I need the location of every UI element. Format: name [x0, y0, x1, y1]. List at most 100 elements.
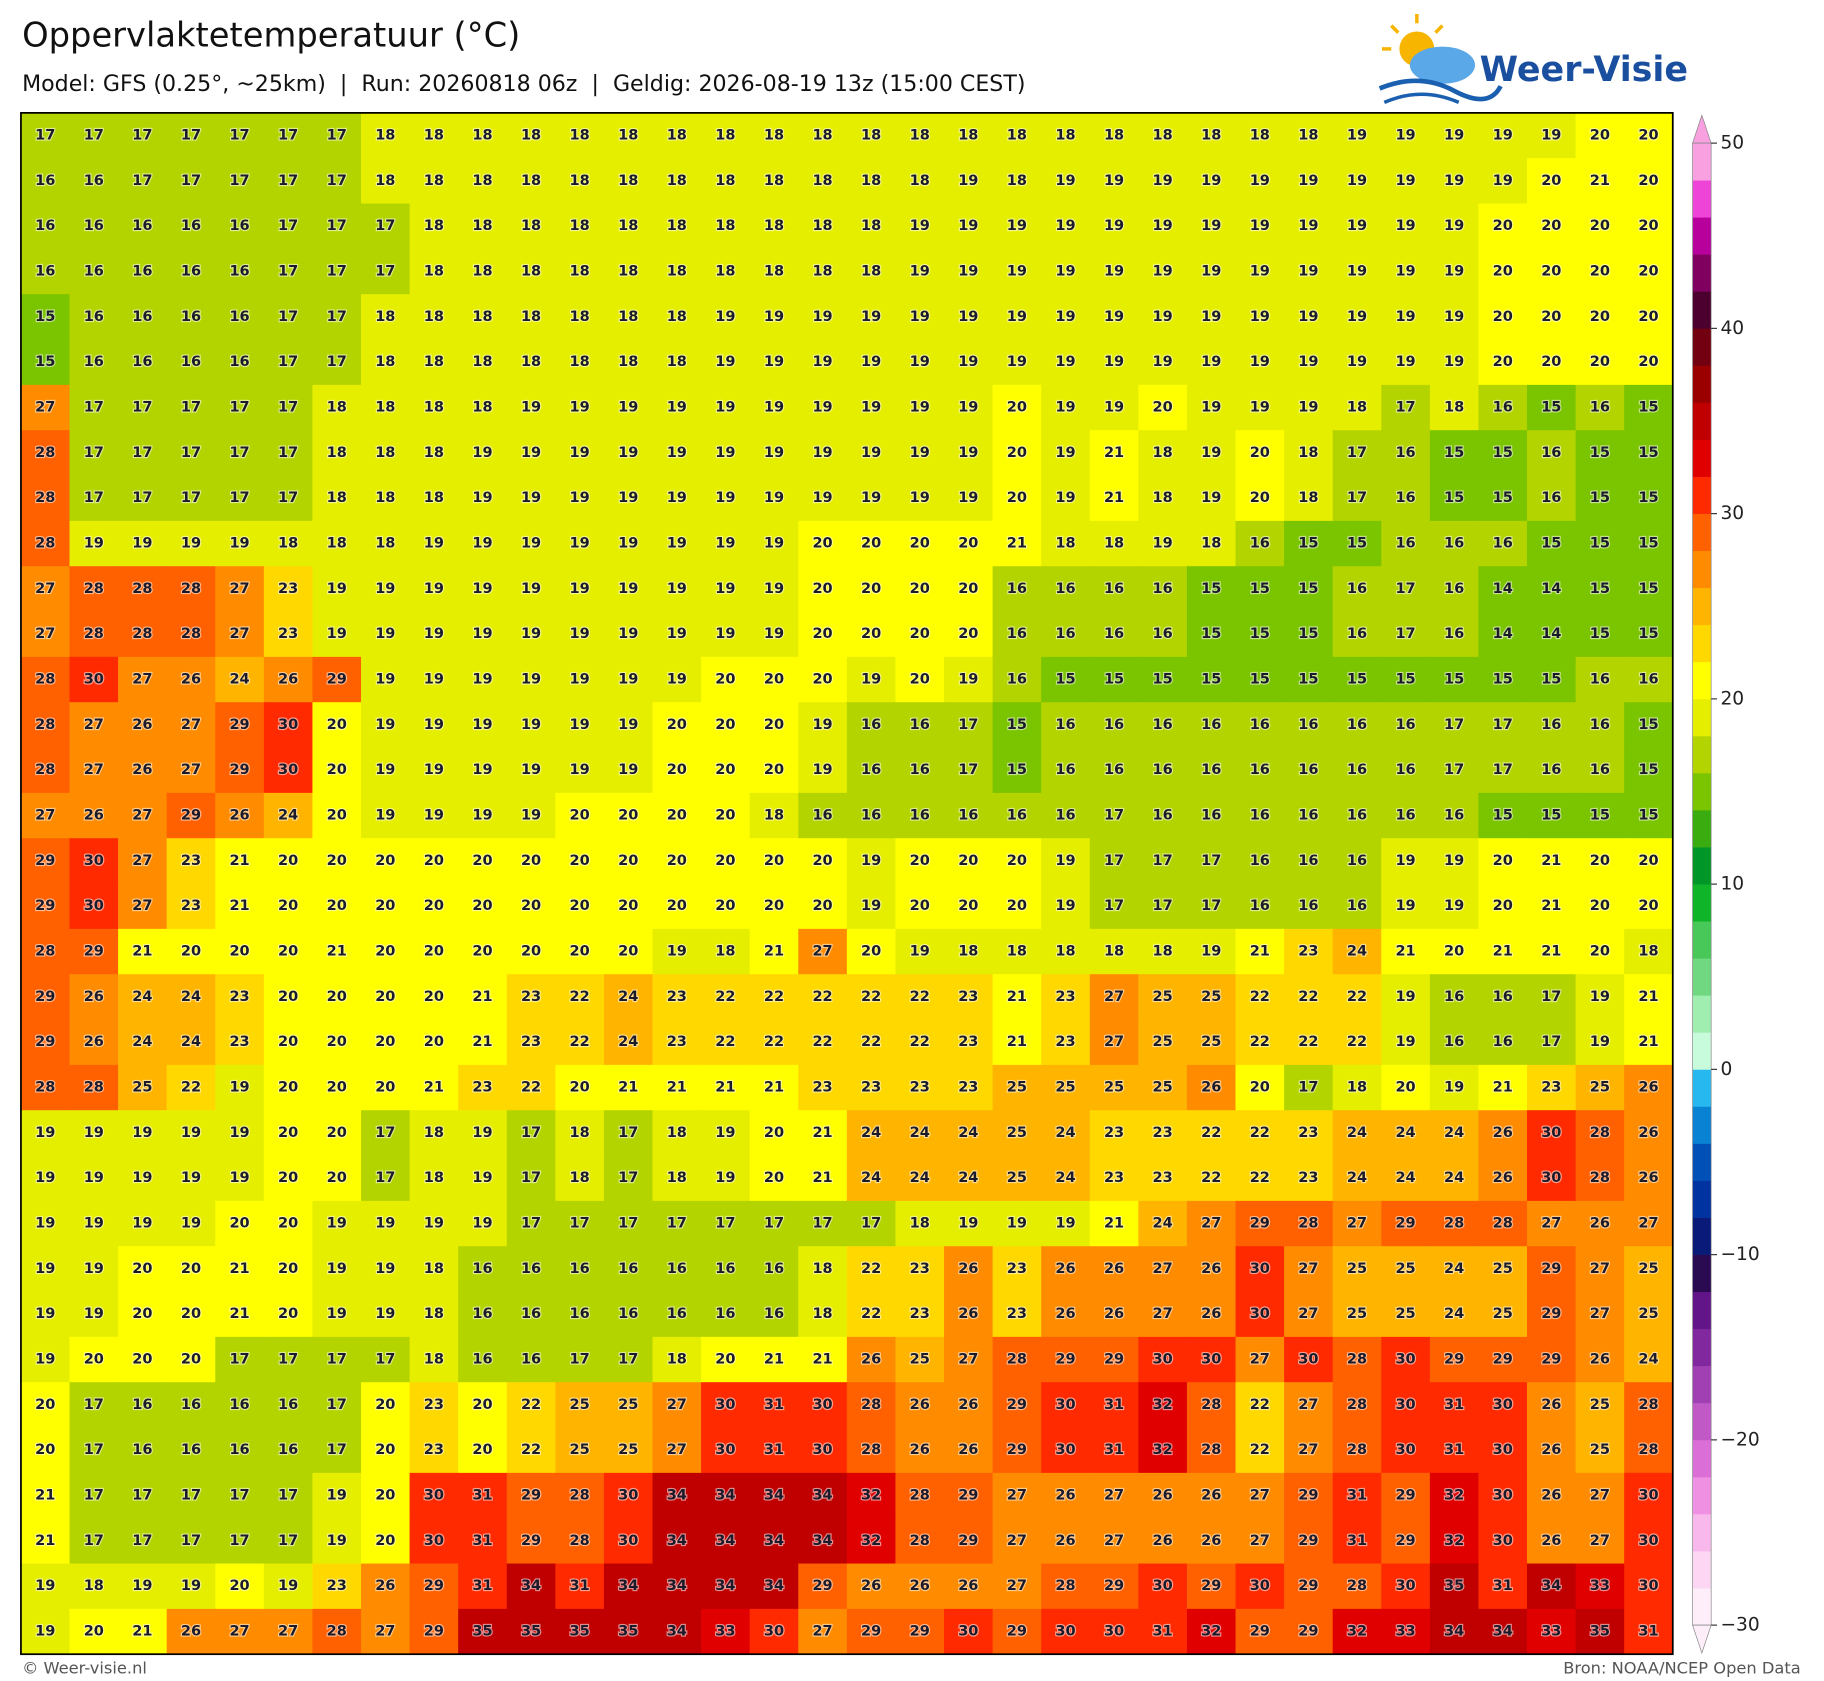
temp-value: 18 [715, 128, 735, 144]
temp-cell [1041, 1427, 1091, 1474]
temp-value: 19 [618, 490, 638, 506]
temp-cell [1575, 974, 1625, 1021]
temp-value: 18 [570, 264, 590, 280]
temp-cell [1041, 248, 1091, 295]
temp-value: 18 [1298, 490, 1318, 506]
temp-cell [312, 566, 362, 613]
temp-value: 34 [715, 1533, 735, 1549]
temp-cell [603, 1019, 654, 1066]
temp-cell [1527, 430, 1577, 477]
temp-cell [603, 656, 654, 703]
temp-value: 18 [715, 264, 735, 280]
temp-cell [361, 1155, 411, 1202]
temp-value: 15 [1395, 672, 1415, 688]
temp-value: 24 [1395, 1170, 1415, 1186]
temp-value: 17 [327, 1442, 347, 1458]
temp-value: 22 [861, 1261, 881, 1277]
temp-value: 23 [910, 1080, 930, 1096]
colorbar-segment [1692, 921, 1712, 959]
temp-value: 22 [521, 1397, 541, 1413]
temp-cell [1478, 928, 1528, 975]
temp-cell [1527, 1563, 1577, 1610]
temp-cell [1089, 339, 1139, 386]
temp-value: 20 [812, 581, 832, 597]
temp-cell [652, 1019, 702, 1066]
temp-cell [409, 974, 459, 1021]
temp-value: 26 [1638, 1125, 1658, 1141]
temp-cell [1089, 974, 1139, 1021]
temp-cell [944, 384, 994, 431]
temp-cell [992, 248, 1042, 295]
temp-value: 35 [1590, 1624, 1610, 1640]
temp-cell [215, 928, 265, 975]
temp-value: 20 [278, 1125, 298, 1141]
temp-value: 19 [715, 354, 735, 370]
temp-cell [944, 928, 994, 975]
temp-cell [166, 1608, 216, 1655]
temp-cell [69, 1427, 119, 1474]
temp-cell [1186, 430, 1237, 477]
temp-cell [895, 1427, 945, 1474]
temp-cell [701, 1019, 751, 1066]
temp-cell [1041, 1472, 1091, 1519]
temp-value: 22 [1250, 1170, 1270, 1186]
temp-cell [118, 702, 168, 749]
temp-cell [263, 1518, 314, 1565]
temp-value: 18 [667, 218, 687, 234]
temp-cell [1284, 430, 1334, 477]
temp-value: 18 [618, 264, 638, 280]
temp-cell [1381, 1291, 1431, 1338]
temp-value: 22 [861, 1306, 881, 1322]
temp-value: 20 [910, 672, 930, 688]
temp-value: 19 [1007, 354, 1027, 370]
temp-cell [992, 520, 1042, 567]
temp-value: 34 [667, 1533, 687, 1549]
temp-cell [69, 611, 119, 658]
temp-value: 27 [1153, 1306, 1173, 1322]
temp-cell [20, 203, 71, 250]
temp-cell [506, 203, 556, 250]
temp-value: 19 [958, 173, 978, 189]
temp-value: 24 [1347, 1170, 1367, 1186]
temp-value: 24 [1395, 1125, 1415, 1141]
temp-cell [555, 520, 605, 567]
temp-value: 19 [1395, 354, 1415, 370]
temp-value: 18 [327, 490, 347, 506]
temp-value: 27 [958, 1352, 978, 1368]
temp-value: 32 [861, 1533, 881, 1549]
temp-value: 24 [958, 1170, 978, 1186]
temp-cell [1089, 838, 1139, 885]
temp-cell [1235, 883, 1285, 930]
temp-cell [555, 1110, 605, 1157]
temp-value: 16 [1444, 626, 1464, 642]
temp-cell [652, 656, 702, 703]
temp-cell [263, 566, 314, 613]
temp-value: 19 [667, 536, 687, 552]
temp-value: 19 [181, 1125, 201, 1141]
temp-value: 17 [1201, 853, 1221, 869]
temp-cell [1478, 430, 1528, 477]
temp-cell [895, 430, 945, 477]
temp-cell [895, 339, 945, 386]
temp-cell [215, 702, 265, 749]
temp-cell [166, 1427, 216, 1474]
temp-cell [1575, 1608, 1625, 1655]
temp-value: 20 [764, 898, 784, 914]
temp-value: 20 [1590, 309, 1610, 325]
temp-value: 18 [521, 173, 541, 189]
temp-cell [1478, 475, 1528, 522]
temp-cell [1575, 1563, 1625, 1610]
temp-cell [1429, 1246, 1480, 1293]
temp-cell [1235, 1155, 1285, 1202]
temp-value: 30 [1638, 1578, 1658, 1594]
temp-cell [798, 1246, 848, 1293]
temp-value: 16 [715, 1306, 735, 1322]
temp-value: 29 [1298, 1488, 1318, 1504]
temp-cell [215, 566, 265, 613]
temp-value: 20 [424, 1034, 444, 1050]
temp-value: 20 [1007, 898, 1027, 914]
temp-cell [1429, 1200, 1480, 1247]
temp-cell [798, 1563, 848, 1610]
temp-value: 20 [1250, 490, 1270, 506]
temp-value: 26 [1201, 1080, 1221, 1096]
